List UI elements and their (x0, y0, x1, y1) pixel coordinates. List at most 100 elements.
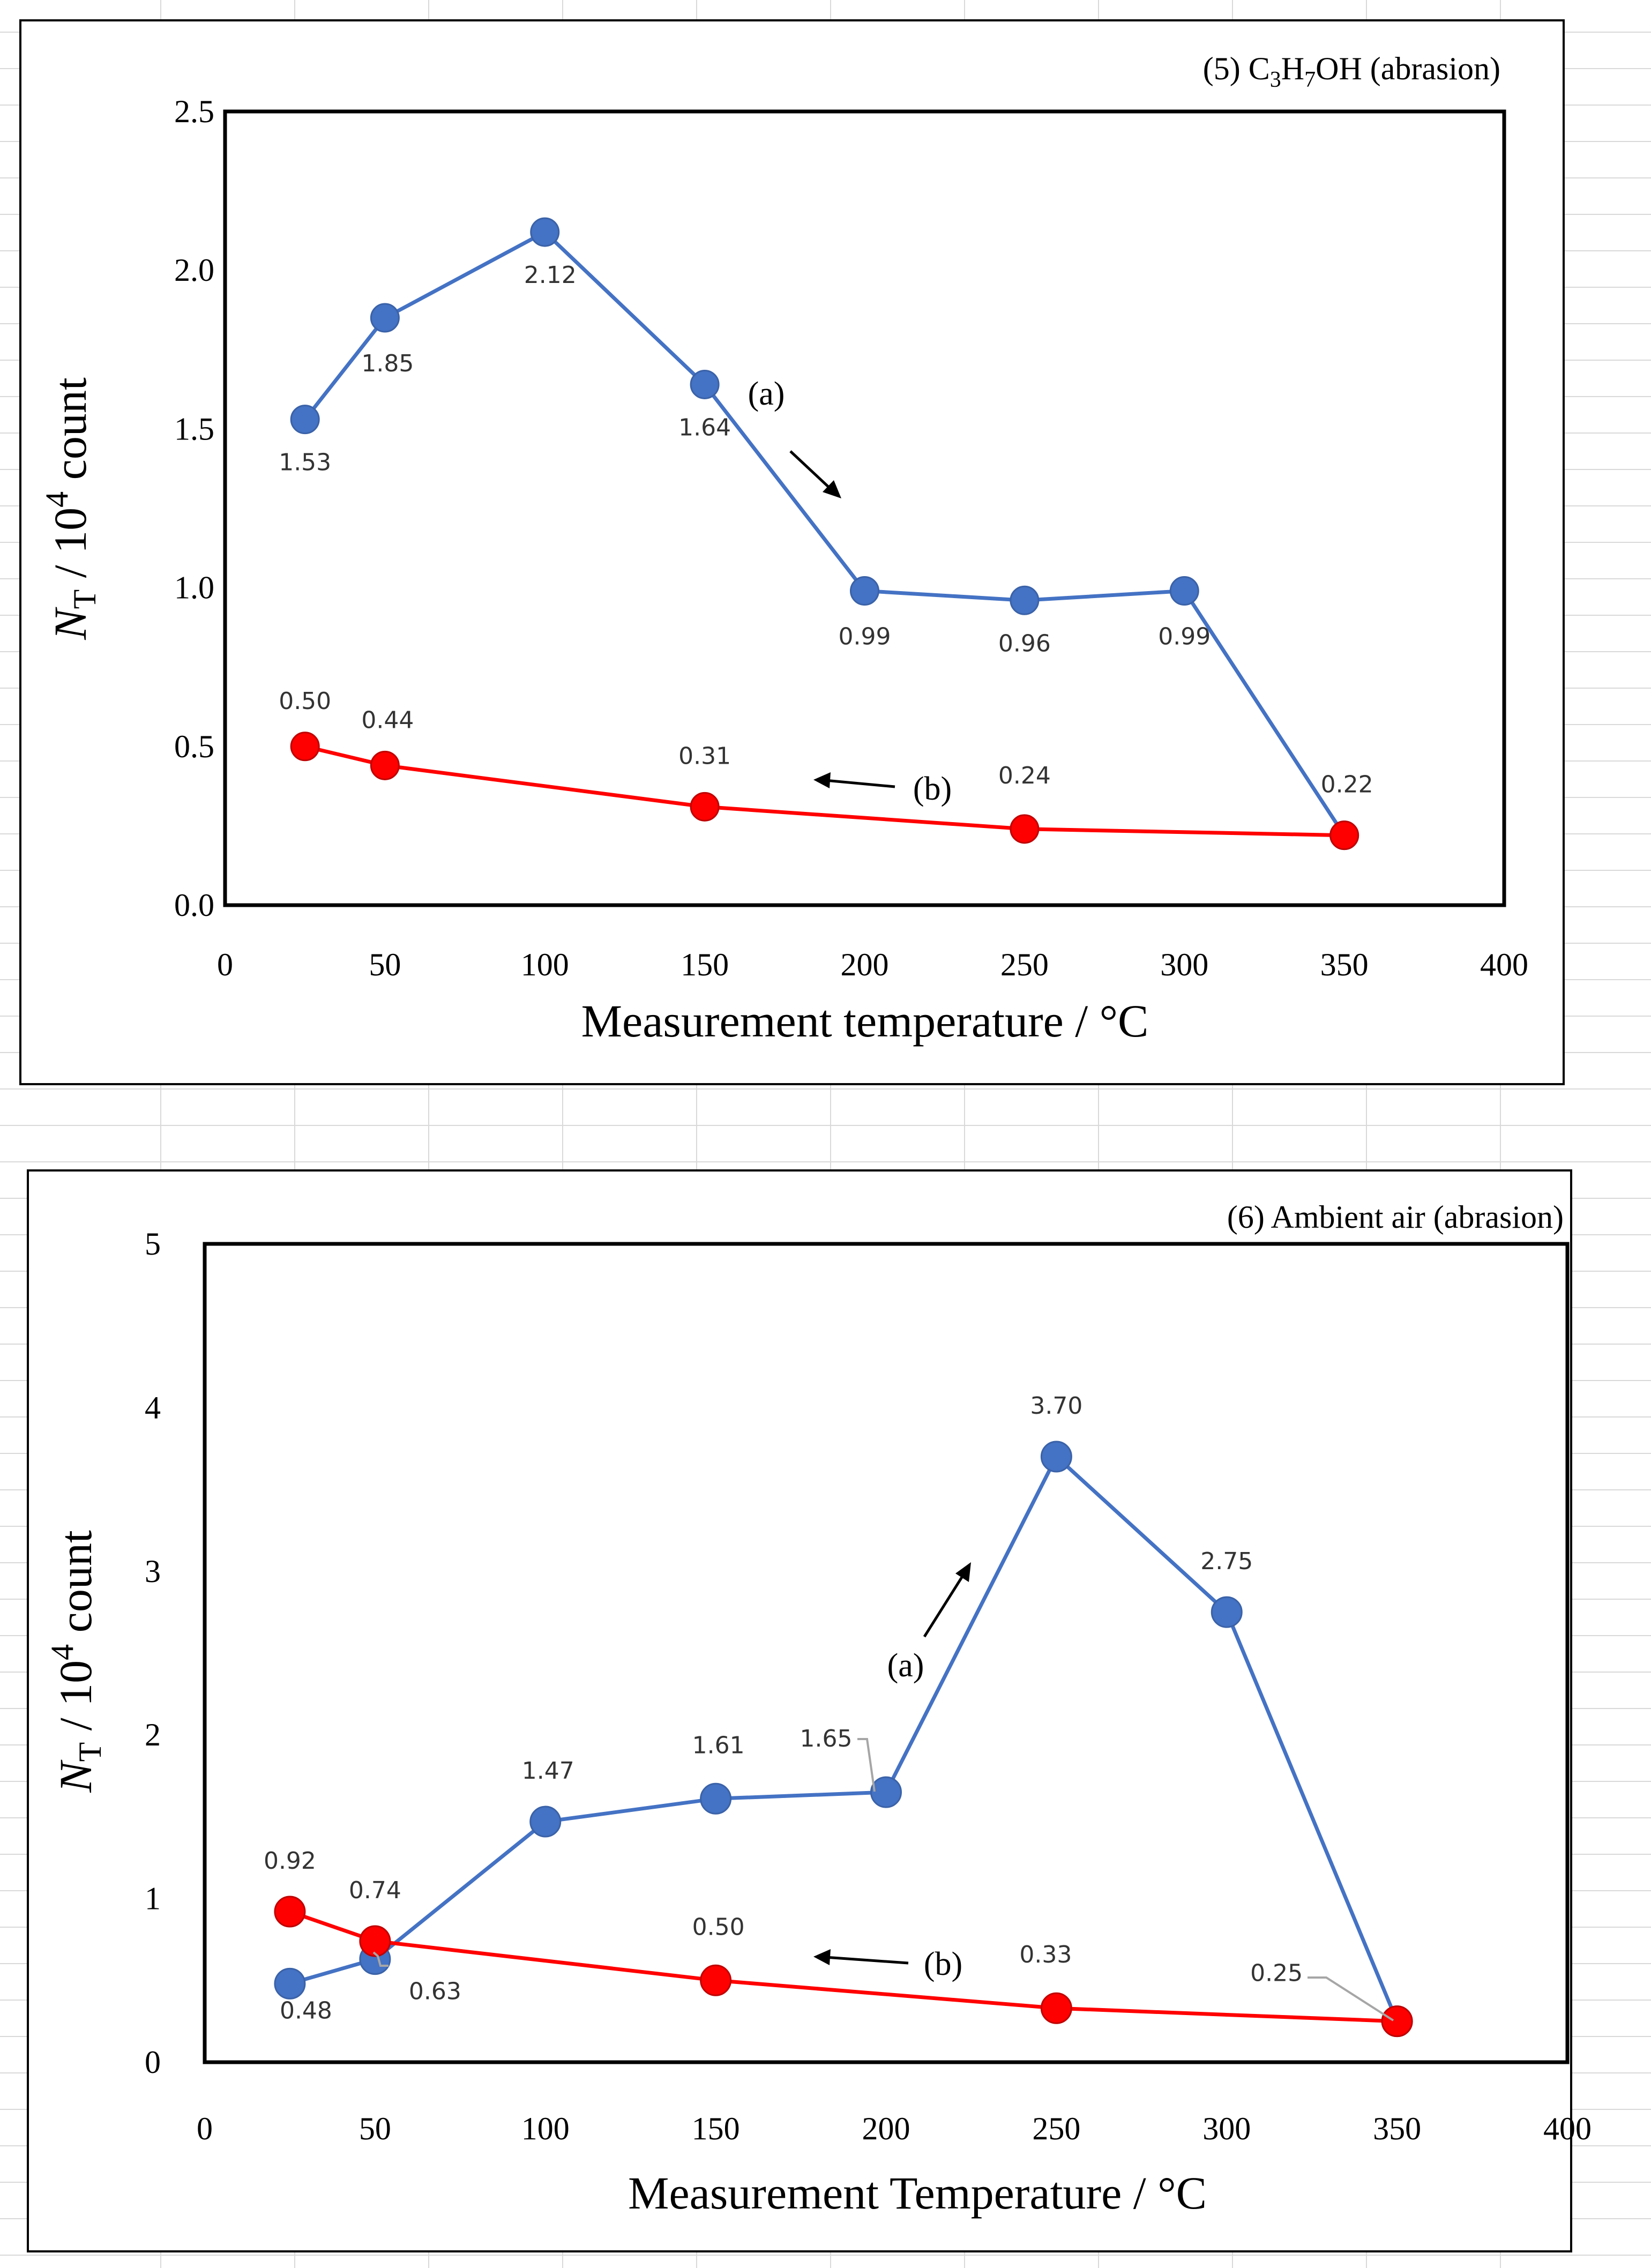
chart-top-outer-frame (19, 19, 1565, 1085)
chart-top-x-tick-labels: 0 50 100 150 200 250 300 350 400 (217, 947, 1528, 982)
y-tick-label: 2.0 (174, 252, 214, 288)
series-a-point (530, 217, 560, 247)
series-a-point (870, 1776, 902, 1808)
series-a-point (700, 1782, 732, 1815)
chart-top-annotation-b: (b) (813, 771, 952, 807)
chart-panel-top: (5) C3H7OH (abrasion) Measurement temper… (19, 19, 1565, 1085)
series-b-point (370, 750, 400, 780)
chart-bottom-leader-line-025 (1308, 1976, 1394, 2021)
series-b-data-label: 0.24 (998, 762, 1051, 789)
series-b-data-label: 0.50 (279, 688, 331, 715)
x-tick-label: 100 (521, 2111, 570, 2146)
chart-bottom-annotation-b-arrow (825, 1956, 909, 1965)
series-b-point (1040, 1992, 1072, 2024)
y-tick-label: 5 (145, 1226, 161, 1262)
series-a-point (1040, 1441, 1072, 1473)
x-tick-label: 250 (1000, 947, 1049, 982)
series-b-point (700, 1964, 732, 1996)
series-a-data-label: 1.53 (279, 449, 331, 476)
chart-bottom-annotation-a-text: (a) (887, 1647, 924, 1684)
series-a-data-label: 0.99 (1158, 623, 1211, 651)
x-tick-label: 400 (1480, 947, 1528, 982)
chart-top-title: (5) C3H7OH (abrasion) (1203, 51, 1500, 92)
series-a-data-label: 2.75 (1200, 1548, 1253, 1575)
chart-top-x-axis-label: Measurement temperature / °C (581, 995, 1149, 1047)
chart-bottom-leader-line-063 (372, 1951, 389, 1967)
x-tick-label: 350 (1373, 2111, 1421, 2146)
x-tick-label: 250 (1032, 2111, 1080, 2146)
y-tick-label: 2 (145, 1717, 161, 1752)
series-a-point (690, 369, 720, 399)
series-b-data-label: 0.22 (1321, 771, 1373, 799)
series-b-point (359, 1925, 391, 1957)
series-b-point (290, 732, 320, 762)
series-a-data-label: 1.65 (800, 1725, 853, 1752)
chart-bottom-x-tick-labels: 0 50 100 150 200 250 300 350 400 (197, 2111, 1592, 2146)
x-tick-label: 150 (681, 947, 729, 982)
chart-top-y-axis-label: NT / 104 count (39, 377, 102, 640)
x-tick-label: 400 (1543, 2111, 1592, 2146)
series-a-point (1010, 585, 1040, 615)
series-a-data-label: 1.47 (522, 1757, 574, 1785)
y-tick-label: 0.5 (174, 729, 214, 764)
chart-bottom-annotation-b-text: (b) (924, 1946, 962, 1982)
y-tick-label: 2.5 (174, 94, 214, 129)
series-a-data-label: 0.63 (409, 1978, 461, 2005)
chart-bottom-annotation-a-arrow (923, 1572, 966, 1638)
y-tick-label: 4 (145, 1390, 161, 1425)
series-a-point (1211, 1596, 1243, 1628)
x-tick-label: 100 (521, 947, 569, 982)
series-a-point (529, 1806, 562, 1838)
series-b-data-label: 0.50 (692, 1913, 745, 1941)
chart-top-annotation-b-arrow (825, 779, 895, 788)
series-b-point (1329, 820, 1359, 850)
chart-bottom-data-labels: 0.48 0.63 1.47 1.61 1.65 3.70 2.75 0.92 0.74 0.50… (264, 1392, 1303, 2024)
series-b-point (690, 792, 720, 822)
chart-top-annotation-b-text: (b) (913, 771, 952, 807)
series-b-point (1381, 2005, 1413, 2038)
series-a-data-label: 1.61 (692, 1732, 745, 1759)
series-a-point (274, 1967, 306, 2000)
chart-bottom-leader-line-165 (857, 1738, 876, 1792)
x-tick-label: 0 (197, 2111, 213, 2146)
series-b-data-label: 0.25 (1250, 1960, 1303, 1987)
y-tick-label: 1 (145, 1881, 161, 1916)
x-tick-label: 150 (692, 2111, 740, 2146)
series-b-point (1010, 814, 1040, 844)
series-a-point (850, 576, 879, 606)
series-b-data-label: 0.44 (361, 706, 414, 734)
series-a-data-label: 1.85 (361, 350, 414, 377)
series-a-line (303, 230, 1346, 837)
series-a-data-label: 2.12 (524, 262, 577, 289)
chart-top-annotation-a: (a) (748, 376, 841, 498)
chart-bottom-annotation-a-arrowhead (955, 1562, 971, 1582)
series-b-point (274, 1896, 306, 1928)
series-b-data-label: 0.33 (1019, 1941, 1072, 1968)
x-tick-label: 300 (1160, 947, 1208, 982)
chart-top-annotation-a-arrowhead (823, 480, 841, 498)
x-tick-label: 200 (841, 947, 889, 982)
x-tick-label: 200 (862, 2111, 910, 2146)
chart-bottom-x-axis-label: Measurement Temperature / °C (628, 2167, 1207, 2219)
chart-bottom-annotation-b: (b) (813, 1946, 962, 1982)
series-b-data-label: 0.92 (264, 1847, 316, 1875)
series-a-data-label: 1.64 (678, 414, 731, 441)
chart-top-data-points (290, 217, 1359, 850)
series-a-point (290, 405, 320, 435)
chart-top-annotation-a-text: (a) (748, 376, 785, 412)
y-tick-label: 1.0 (174, 570, 214, 606)
chart-top-annotation-a-arrow (789, 450, 833, 491)
x-tick-label: 50 (369, 947, 401, 982)
y-tick-label: 3 (145, 1554, 161, 1589)
chart-bottom-annotation-a: (a) (887, 1562, 971, 1684)
chart-top-plot-area (223, 109, 1506, 907)
x-tick-label: 50 (359, 2111, 391, 2146)
chart-bottom-y-tick-labels: 0 1 2 3 4 5 (145, 1226, 161, 2080)
chart-panel-bottom: (6) Ambient air (abrasion) Measurement T… (27, 1169, 1592, 2252)
chart-bottom-outer-frame (27, 1169, 1572, 2252)
x-tick-label: 300 (1202, 2111, 1251, 2146)
chart-bottom-y-axis-label: NT / 104 count (44, 1530, 108, 1793)
series-b-data-label: 0.31 (678, 742, 731, 770)
y-tick-label: 0.0 (174, 887, 214, 923)
